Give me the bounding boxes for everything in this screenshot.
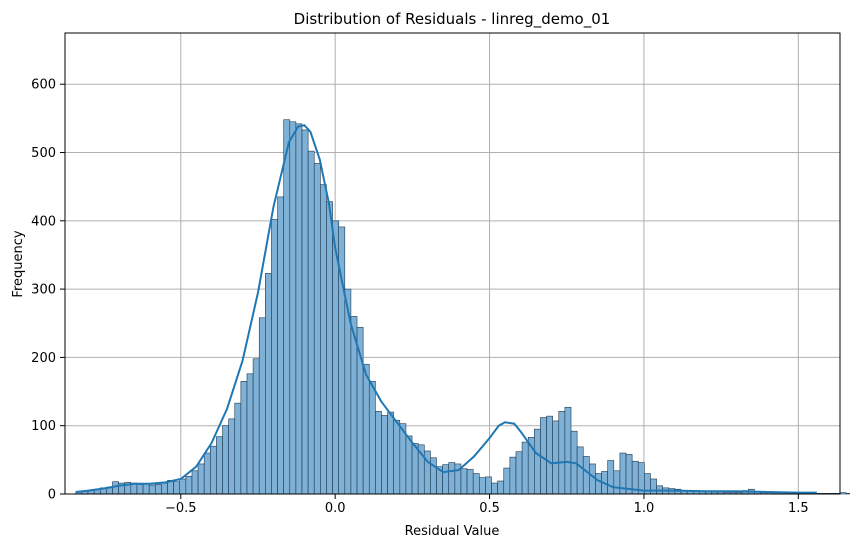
histogram-bar xyxy=(179,478,187,495)
histogram-bar xyxy=(582,456,590,495)
histogram-bar xyxy=(613,470,621,495)
histogram-bar xyxy=(466,469,474,495)
histogram-bar xyxy=(405,435,413,495)
histogram-bar xyxy=(491,482,498,495)
histogram-bar xyxy=(246,373,254,495)
histogram-bar xyxy=(460,468,468,495)
y-axis-ticks: 0 100 200 300 400 500 600 xyxy=(31,78,65,503)
histogram-bar xyxy=(479,477,486,495)
histogram-bar xyxy=(136,484,144,495)
x-axis-label: Residual Value xyxy=(405,524,500,539)
x-tick-label: 0.0 xyxy=(325,501,346,516)
x-tick-label: 1.5 xyxy=(788,501,809,516)
y-tick-label: 300 xyxy=(31,283,56,298)
histogram-bar xyxy=(503,467,511,495)
histogram-bar xyxy=(472,473,480,495)
y-axis-label: Frequency xyxy=(11,230,26,297)
histogram-bar xyxy=(258,317,266,495)
histogram-bar xyxy=(313,163,321,495)
histogram-bar xyxy=(375,411,382,495)
histogram-bar xyxy=(265,273,272,495)
histogram-bar xyxy=(277,196,284,495)
histogram-bar xyxy=(234,402,242,495)
histogram-bar xyxy=(271,219,278,495)
plot-frame xyxy=(64,32,841,495)
histogram-bar xyxy=(289,121,297,495)
y-tick-label: 600 xyxy=(31,78,56,93)
histogram-bar xyxy=(521,441,529,495)
histogram-bar xyxy=(301,129,309,495)
y-tick-label: 0 xyxy=(48,488,56,503)
histogram-bar xyxy=(191,470,199,495)
histogram-bar xyxy=(154,484,162,495)
histogram-bar xyxy=(564,406,572,495)
histogram-bar xyxy=(368,381,376,495)
histogram-bar xyxy=(283,119,291,495)
grid-lines xyxy=(65,33,840,495)
histogram-bar xyxy=(148,484,156,495)
x-tick-label: −0.5 xyxy=(165,501,197,516)
histogram-bar xyxy=(307,150,315,495)
histogram-bar xyxy=(197,463,205,495)
histogram-bar xyxy=(362,363,370,495)
histogram-bar xyxy=(320,184,327,495)
histogram-bar xyxy=(546,415,553,495)
histogram-bar xyxy=(558,411,566,495)
histogram-bar xyxy=(595,473,602,495)
histogram-bar xyxy=(839,492,847,495)
y-tick-label: 100 xyxy=(31,419,56,434)
histogram-bar xyxy=(161,482,168,495)
x-tick-label: 0.5 xyxy=(479,501,500,516)
histogram-bar xyxy=(240,381,248,495)
y-tick-label: 400 xyxy=(31,214,56,229)
histogram-bar xyxy=(381,415,388,495)
x-tick-label: 1.0 xyxy=(634,501,655,516)
histogram-bar xyxy=(387,411,395,495)
histogram-bar xyxy=(252,358,260,495)
x-axis-ticks: −0.5 0.0 0.5 1.0 1.5 xyxy=(165,494,809,516)
histogram-bar xyxy=(485,476,492,495)
histogram-bars xyxy=(75,119,850,495)
histogram-bar xyxy=(845,493,850,495)
histogram-bar xyxy=(442,464,450,495)
histogram-bar xyxy=(228,418,236,495)
histogram-bar xyxy=(534,428,541,495)
histogram-bar xyxy=(295,123,303,495)
y-tick-label: 200 xyxy=(31,351,56,366)
histogram-bar xyxy=(203,452,211,495)
histogram-bar xyxy=(552,420,560,495)
histogram-bar xyxy=(112,481,119,495)
histogram-bar xyxy=(222,425,229,495)
histogram-bar xyxy=(650,478,657,495)
histogram-bar xyxy=(210,445,217,495)
histogram-bar xyxy=(448,462,456,495)
histogram-bar xyxy=(509,456,517,495)
histogram-bar xyxy=(185,475,193,495)
histogram-bar xyxy=(515,451,523,495)
chart-title: Distribution of Residuals - linreg_demo_… xyxy=(294,10,611,29)
histogram-bar xyxy=(497,480,505,495)
histogram-bar xyxy=(576,446,584,495)
histogram-bar xyxy=(393,419,401,495)
histogram-bar xyxy=(142,483,150,495)
kde-curve xyxy=(75,124,817,494)
histogram-bar xyxy=(326,201,333,495)
histogram-bar xyxy=(173,481,181,495)
y-tick-label: 500 xyxy=(31,146,56,161)
histogram-bar xyxy=(411,443,419,495)
histogram-bar xyxy=(607,460,615,495)
histogram-bar xyxy=(216,436,223,495)
